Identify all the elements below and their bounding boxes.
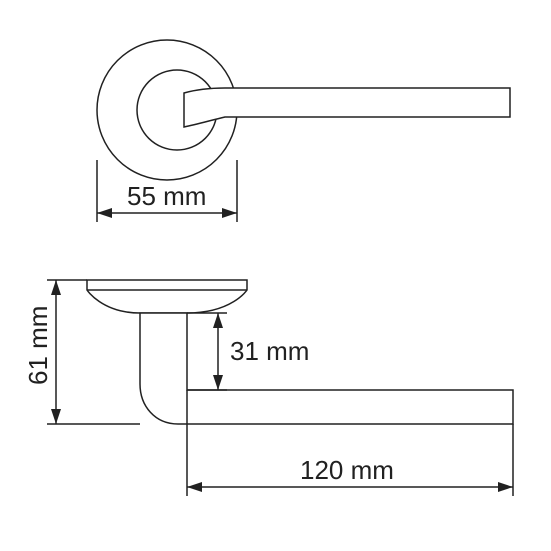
dimension-31mm: 31 mm [187, 313, 309, 390]
arrow-bottom [213, 375, 223, 390]
arrow-bottom [51, 409, 61, 424]
technical-drawing: 55 mm 61 mm 31 mm 120 mm [0, 0, 551, 551]
label-61mm: 61 mm [23, 306, 53, 385]
top-view [97, 40, 510, 180]
label-55mm: 55 mm [127, 181, 206, 211]
arrow-left [187, 482, 202, 492]
arrow-top [51, 280, 61, 295]
arrow-right [498, 482, 513, 492]
arrow-left [97, 208, 112, 218]
arrow-top [213, 313, 223, 328]
arrow-right [222, 208, 237, 218]
label-120mm: 120 mm [300, 455, 394, 485]
label-31mm: 31 mm [230, 336, 309, 366]
rose-side-profile [87, 280, 247, 313]
lever-side-profile [140, 313, 513, 424]
